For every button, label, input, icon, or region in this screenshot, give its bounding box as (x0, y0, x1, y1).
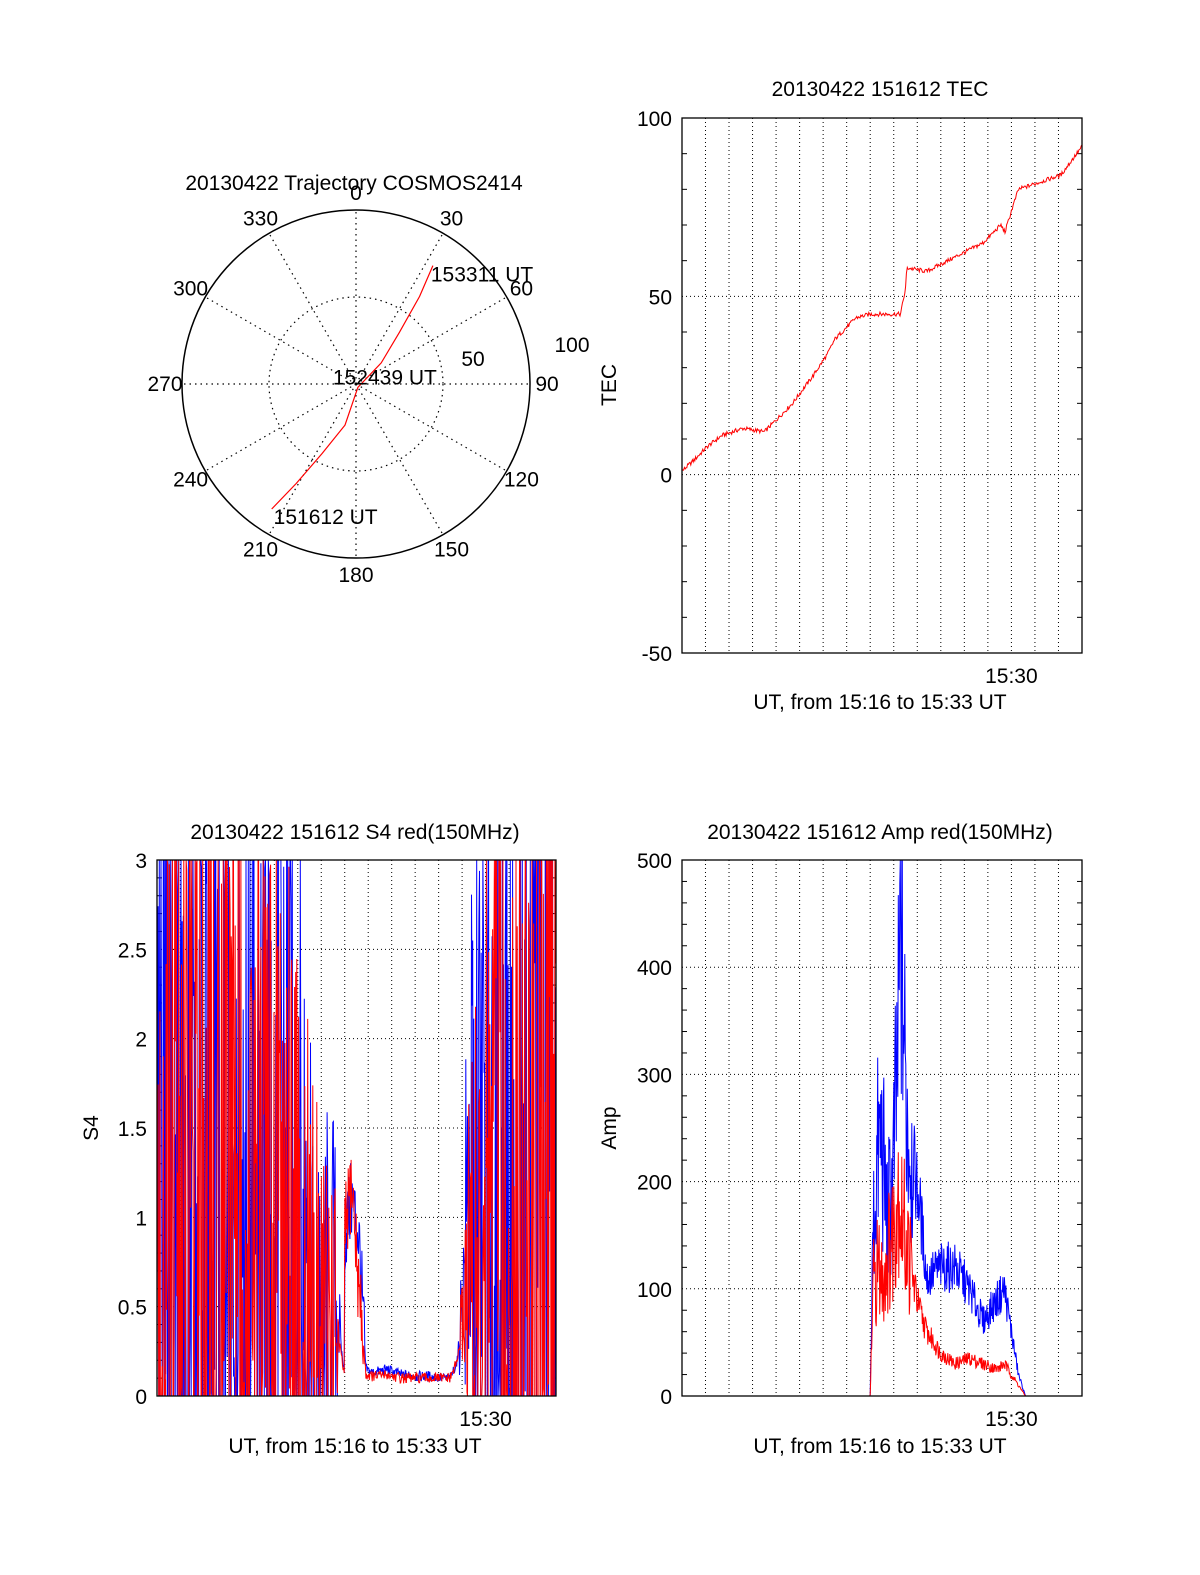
polar-spoke (355, 383, 444, 535)
angle-tick-label: 30 (440, 208, 463, 231)
polar-spoke (355, 383, 507, 472)
trajectory-line (271, 265, 434, 510)
polar-spoke (355, 296, 507, 385)
angle-tick-label: 240 (173, 469, 208, 492)
angle-tick-label: 300 (173, 278, 208, 301)
angle-tick-label: 330 (243, 208, 278, 231)
y-tick-label: 100 (637, 1279, 672, 1302)
tec-chart: 20130422 151612 TEC UT, from 15:16 to 15… (598, 78, 1083, 714)
polar-spoke (205, 383, 357, 472)
chart-title: 20130422 Trajectory COSMOS2414 (185, 172, 523, 195)
polar-grid-ring (268, 296, 444, 472)
y-axis-label: S4 (80, 1115, 103, 1141)
y-tick-label: 2.5 (118, 939, 147, 962)
chart-title: 20130422 151612 Amp red(150MHz) (707, 821, 1053, 844)
plot-frame (681, 859, 1083, 1397)
angle-tick-label: 60 (510, 278, 533, 301)
x-tick-label: 15:30 (459, 1408, 512, 1431)
y-axis-label: TEC (598, 364, 621, 406)
tec-series-line (681, 144, 1083, 472)
angle-tick-label: 0 (350, 182, 362, 205)
y-tick-label: 0 (660, 1386, 672, 1409)
y-tick-label: 1 (135, 1207, 147, 1230)
x-axis-label: UT, from 15:16 to 15:33 UT (753, 691, 1006, 714)
trajectory-polar-chart: 20130422 Trajectory COSMOS2414 0 30 60 90 12… (147, 172, 589, 587)
angle-tick-label: 180 (338, 564, 373, 587)
y-tick-label: -50 (642, 643, 672, 666)
radius-tick-label: 50 (461, 348, 484, 371)
angle-tick-label: 210 (243, 538, 278, 561)
chart-title: 20130422 151612 S4 red(150MHz) (190, 821, 519, 844)
polar-spoke (268, 383, 357, 535)
x-axis-label: UT, from 15:16 to 15:33 UT (753, 1435, 1006, 1458)
amp-chart: 20130422 151612 Amp red(150MHz) UT, from… (598, 821, 1083, 1458)
angle-tick-label: 120 (504, 469, 539, 492)
x-tick-label: 15:30 (985, 665, 1038, 688)
plot-frame (156, 859, 557, 1397)
plot-frame (681, 117, 1083, 654)
y-tick-label: 0 (660, 465, 672, 488)
polar-outer-ring (181, 209, 531, 559)
polar-spoke (205, 296, 357, 385)
y-tick-label: 2 (135, 1029, 147, 1052)
s4-chart: 20130422 151612 S4 red(150MHz) UT, from … (80, 821, 557, 1458)
y-tick-label: 200 (637, 1172, 672, 1195)
y-tick-label: 0.5 (118, 1297, 147, 1320)
s4-series-red-line (156, 859, 557, 1397)
y-axis-label: Amp (598, 1106, 621, 1149)
y-tick-label: 500 (637, 850, 672, 873)
y-tick-label: 100 (637, 108, 672, 131)
polar-spoke (355, 233, 444, 385)
y-tick-label: 0 (135, 1386, 147, 1409)
angle-tick-label: 150 (434, 538, 469, 561)
trajectory-time-label: 153311 UT (431, 264, 534, 287)
x-tick-label: 15:30 (985, 1408, 1038, 1431)
angle-tick-label: 270 (147, 373, 182, 396)
y-tick-label: 1.5 (118, 1118, 147, 1141)
amp-series-blue-line (682, 859, 1082, 1397)
angle-tick-label: 90 (535, 373, 558, 396)
trajectory-time-label: 151612 UT (274, 506, 378, 529)
y-tick-label: 400 (637, 957, 672, 980)
trajectory-time-label: 152439 UT (333, 366, 437, 389)
y-tick-label: 3 (135, 850, 147, 873)
x-axis-label: UT, from 15:16 to 15:33 UT (228, 1435, 481, 1458)
polar-spoke (268, 233, 357, 385)
radius-tick-label: 100 (554, 334, 589, 357)
y-tick-label: 300 (637, 1064, 672, 1087)
chart-title: 20130422 151612 TEC (772, 78, 989, 101)
y-tick-label: 50 (649, 286, 672, 309)
